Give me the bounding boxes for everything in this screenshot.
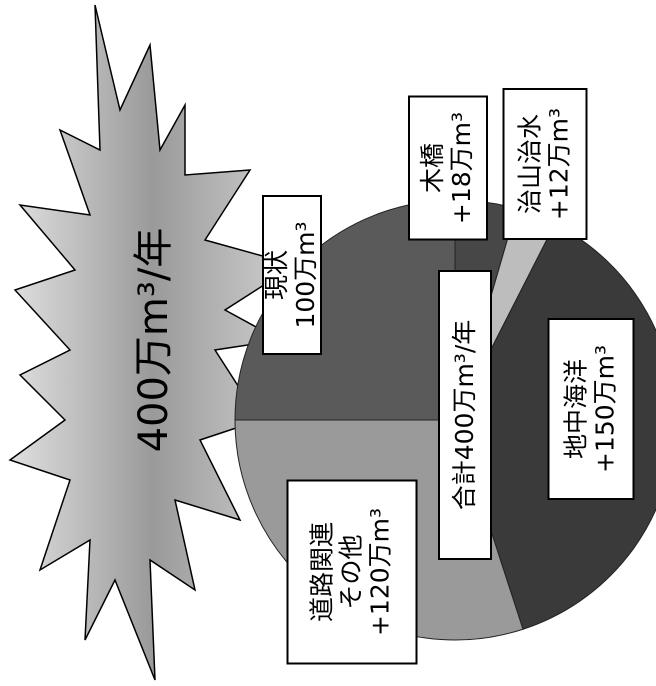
slice-label: 地中海洋 +150万m³ xyxy=(547,318,635,500)
center-label: 合計400万m³/年 xyxy=(449,319,479,511)
slice-label: 治山治水 +12万m³ xyxy=(502,88,588,240)
slice-label: 道路関連 その他 +120万m³ xyxy=(286,479,418,665)
slice-label: 現状 100万m³ xyxy=(262,195,322,355)
center-label-box: 合計400万m³/年 xyxy=(438,270,492,560)
category-name: 道路関連 その他 xyxy=(307,522,366,623)
category-name: 現状 xyxy=(262,250,292,301)
starburst xyxy=(8,4,297,681)
category-name: 地中海洋 xyxy=(561,359,591,460)
value-label: +120万m³ xyxy=(365,507,395,637)
value-label: 100万m³ xyxy=(291,221,320,329)
slice-label: 木橋 +18万m³ xyxy=(408,95,488,241)
value-label: +150万m³ xyxy=(590,344,619,474)
value-label: +18万m³ xyxy=(447,111,476,225)
category-name: 木橋 xyxy=(418,143,448,194)
category-name: 治山治水 xyxy=(515,114,545,215)
value-label: +12万m³ xyxy=(544,107,573,221)
chart-title: 400万m³/年 xyxy=(131,227,177,453)
